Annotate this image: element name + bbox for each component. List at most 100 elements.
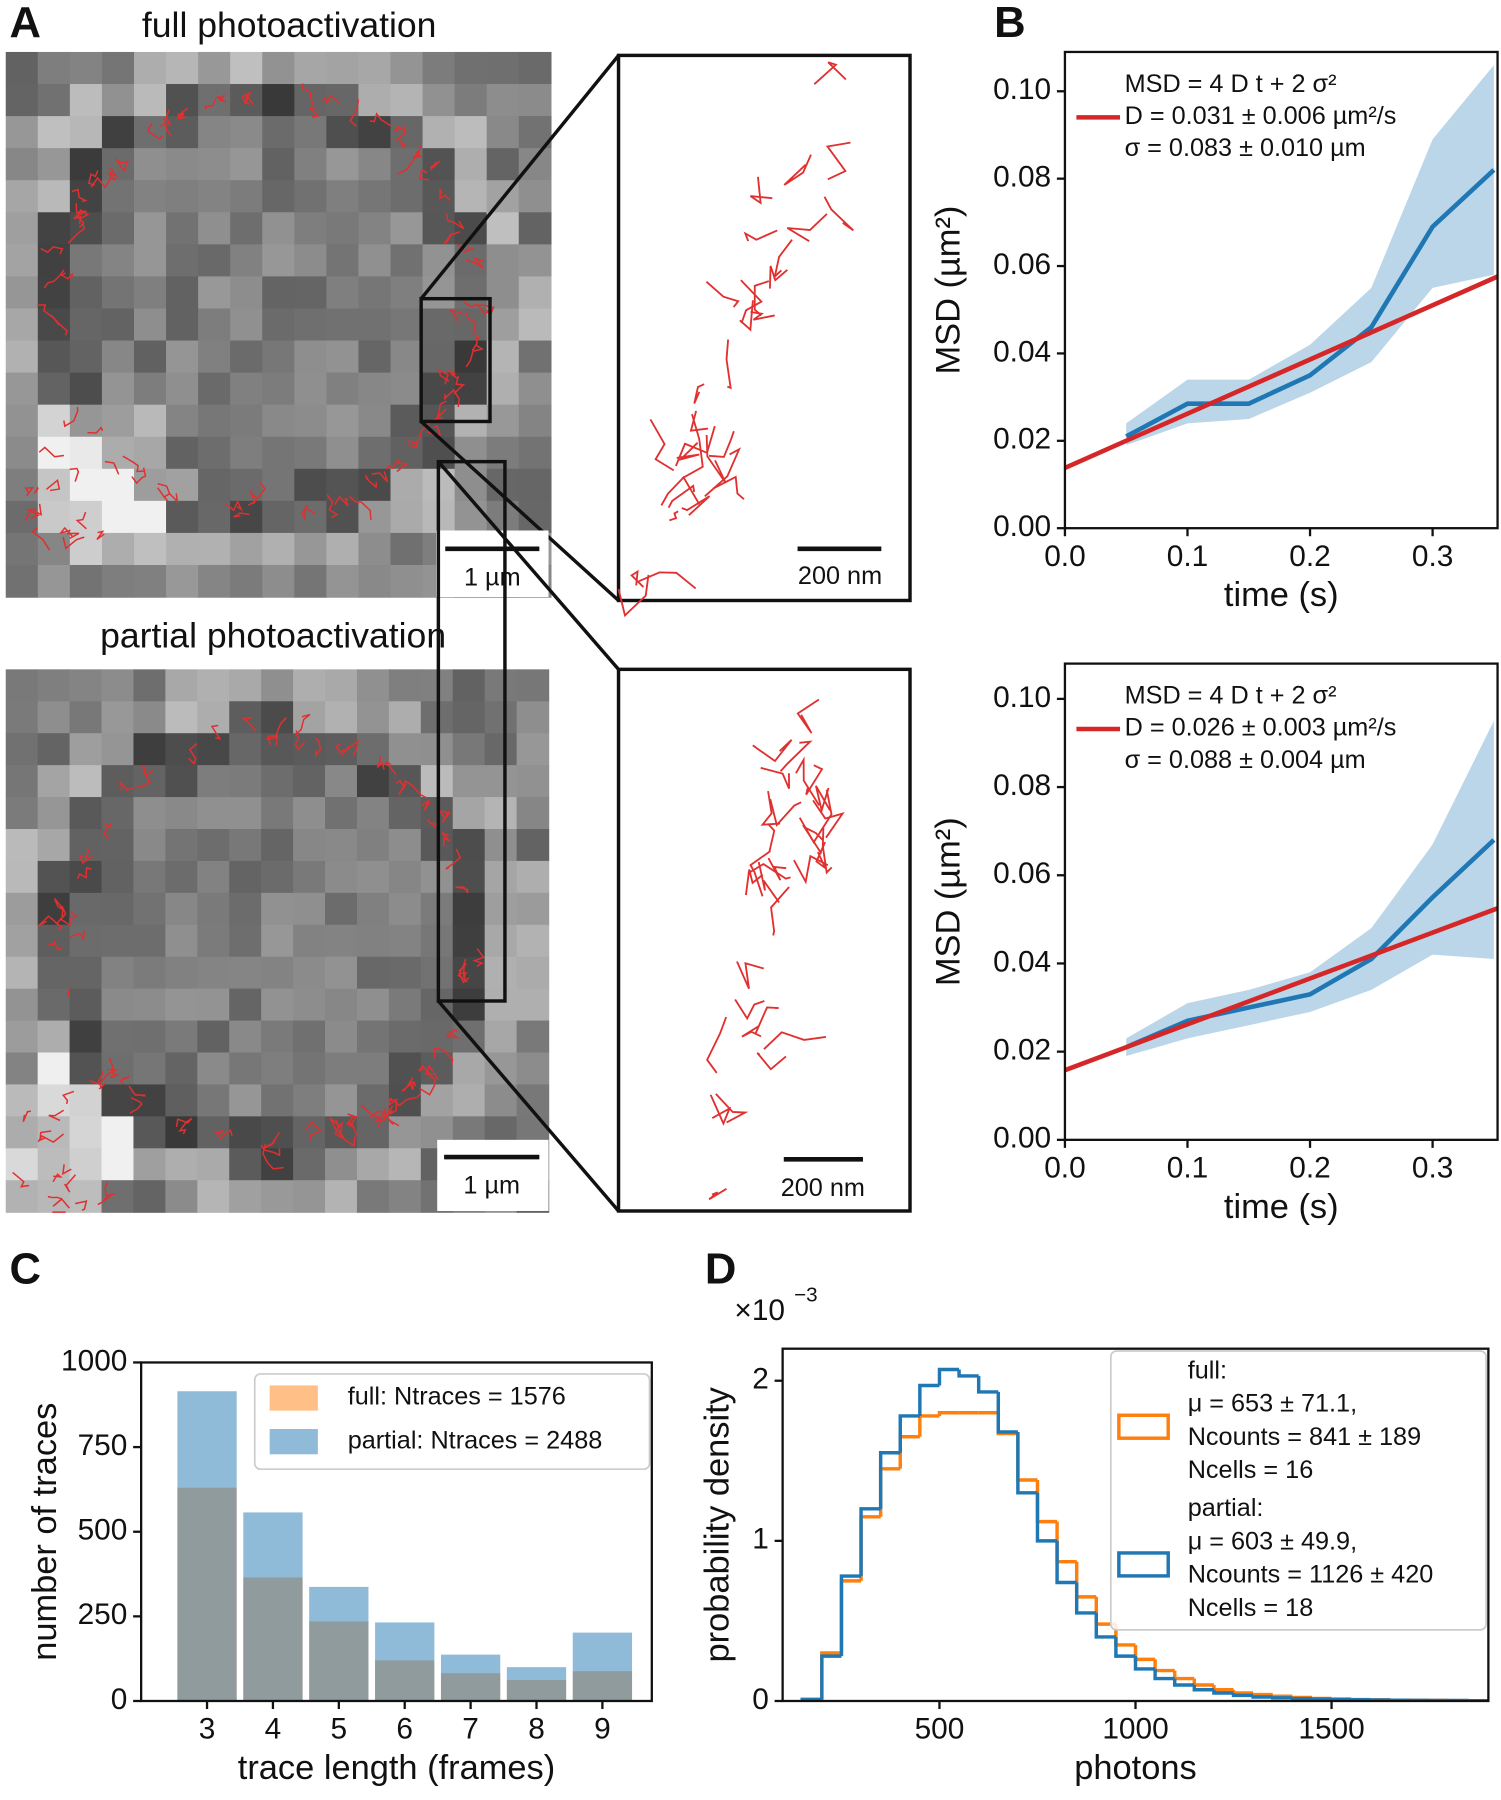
pixel xyxy=(261,669,294,702)
trace xyxy=(447,370,459,380)
pixel xyxy=(326,468,360,502)
pixel xyxy=(358,340,392,374)
trace xyxy=(128,1085,146,1097)
zoom-trace xyxy=(706,1016,728,1074)
pixel xyxy=(293,1180,326,1213)
y-tick-label: 0.10 xyxy=(993,681,1051,714)
confidence-band xyxy=(1126,720,1494,1057)
pixel xyxy=(101,956,135,990)
pixel xyxy=(165,956,199,990)
pixel xyxy=(326,244,360,278)
trace xyxy=(216,94,227,103)
pixel xyxy=(5,956,39,990)
pixel xyxy=(356,828,390,862)
trace xyxy=(107,166,118,182)
zoom-trace xyxy=(669,510,679,522)
pixel xyxy=(454,84,488,117)
pixel xyxy=(452,1084,486,1118)
pixel xyxy=(388,669,422,702)
trace xyxy=(294,730,306,751)
pixel xyxy=(390,372,424,406)
histogram-step xyxy=(1153,1659,1175,1673)
pixel xyxy=(69,669,103,702)
histogram-step xyxy=(1251,1695,1273,1699)
pixel xyxy=(422,148,456,181)
zoom-trace xyxy=(740,279,763,324)
pixel xyxy=(516,892,550,926)
trace xyxy=(396,462,409,473)
pixel xyxy=(486,212,520,246)
pixel xyxy=(133,892,167,926)
trace xyxy=(402,779,427,799)
pixel xyxy=(101,532,135,566)
pixel xyxy=(198,116,231,149)
pixel xyxy=(101,1084,135,1118)
pixel xyxy=(165,1148,199,1181)
pixel xyxy=(294,404,328,438)
pixel xyxy=(326,276,360,310)
bar xyxy=(243,1512,303,1701)
histogram-step xyxy=(1271,1696,1293,1700)
pixel xyxy=(197,765,230,798)
trace xyxy=(119,1075,130,1085)
pixel xyxy=(198,372,231,406)
pixel xyxy=(101,564,135,598)
zoom-trace xyxy=(783,154,812,186)
pixel xyxy=(166,500,199,534)
trace xyxy=(418,168,429,181)
pixel xyxy=(356,1052,390,1086)
zoom-trace xyxy=(708,430,735,458)
pixel xyxy=(37,1052,71,1086)
zoom-trace xyxy=(757,861,780,903)
pixel xyxy=(325,1052,358,1086)
pixel xyxy=(5,340,39,374)
zoom-trace xyxy=(630,569,645,588)
trace xyxy=(465,312,477,335)
pixel xyxy=(5,532,39,566)
pixel xyxy=(261,765,294,798)
pixel xyxy=(5,701,39,734)
trace xyxy=(241,716,257,732)
histogram-step xyxy=(918,1383,940,1416)
pixel xyxy=(5,1020,39,1054)
histogram-step xyxy=(1114,1636,1136,1658)
trace xyxy=(393,1093,421,1107)
y-axis-label: MSD (µm²) xyxy=(929,817,967,986)
trace xyxy=(301,83,315,107)
pixel xyxy=(486,340,520,374)
histogram-step xyxy=(1035,1492,1058,1543)
histogram-step xyxy=(1153,1668,1175,1681)
pixel xyxy=(294,340,328,374)
histogram-step xyxy=(1016,1433,1038,1482)
trace xyxy=(119,781,135,791)
pixel xyxy=(198,404,231,438)
pixel xyxy=(229,1052,262,1086)
trace xyxy=(39,1130,52,1142)
zoom-trace xyxy=(736,961,764,990)
legend-label: partial: Ntraces = 2488 xyxy=(348,1426,603,1454)
pixel xyxy=(356,733,390,766)
pixel xyxy=(452,988,486,1022)
pixel xyxy=(101,180,135,213)
pixel xyxy=(165,892,199,926)
pixel xyxy=(37,733,71,766)
trace xyxy=(46,478,61,492)
pixel xyxy=(165,797,199,830)
pixel xyxy=(516,669,550,702)
pixel xyxy=(165,733,199,766)
pixel xyxy=(484,669,518,702)
trace xyxy=(58,526,73,537)
pixel xyxy=(37,765,71,798)
pixel xyxy=(358,436,392,470)
pixel xyxy=(484,956,518,990)
trace xyxy=(443,231,461,245)
pixel xyxy=(452,828,486,862)
trace xyxy=(52,1173,63,1183)
trace xyxy=(408,440,419,449)
pixel xyxy=(37,372,71,406)
pixel xyxy=(261,924,294,958)
pixel xyxy=(165,828,199,862)
fit-line xyxy=(1064,906,1498,1073)
pixel xyxy=(133,276,167,310)
zoom-trace xyxy=(705,434,727,484)
